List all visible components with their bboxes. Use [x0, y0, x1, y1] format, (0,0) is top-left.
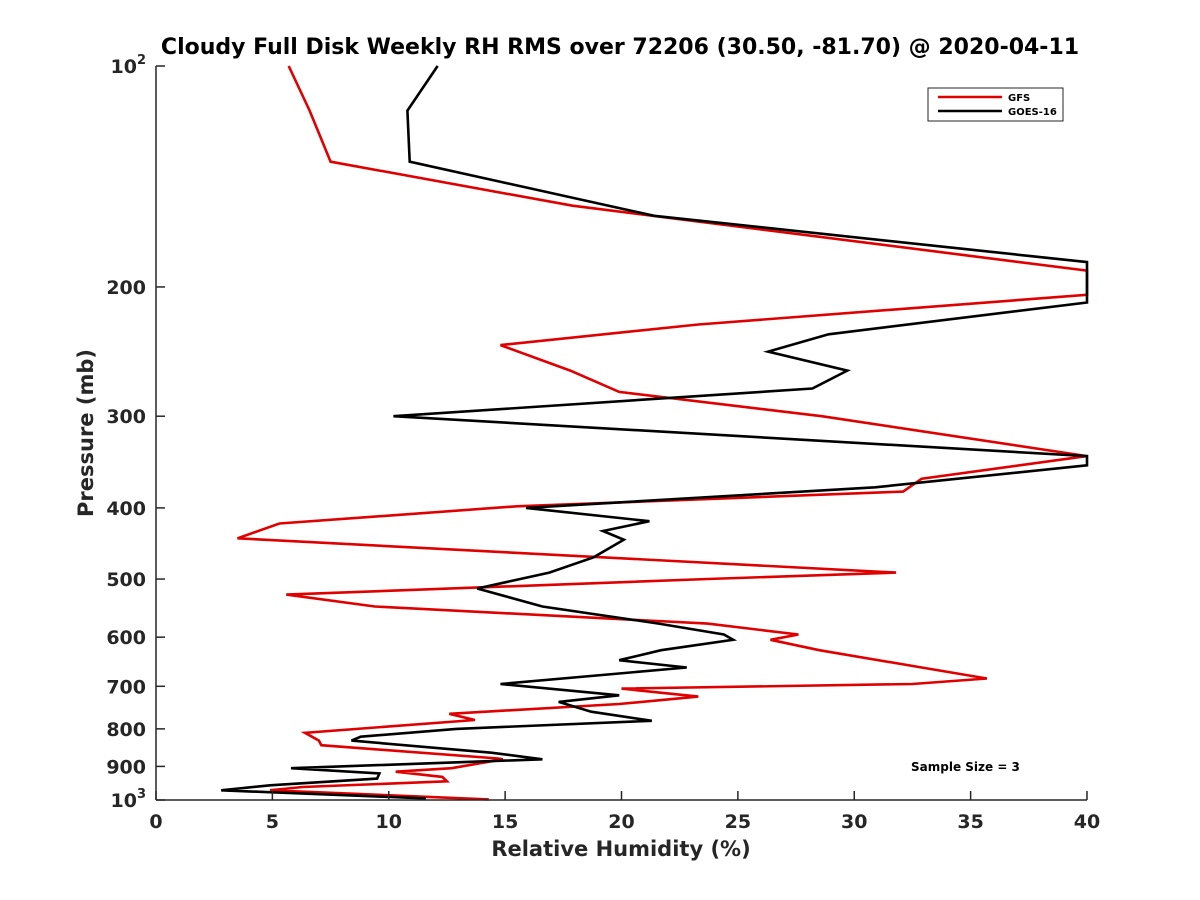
- y-tick-label: 103: [111, 787, 147, 812]
- y-tick-label: 400: [106, 498, 146, 520]
- x-tick-label: 0: [149, 811, 162, 833]
- x-tick-label: 20: [608, 811, 634, 833]
- legend-label-goes16: GOES-16: [1008, 107, 1057, 118]
- x-tick-label: 15: [492, 811, 518, 833]
- y-tick-label: 700: [106, 676, 146, 698]
- y-tick-label-exponent: 3: [137, 787, 146, 802]
- series-line-gfs: [237, 65, 1089, 801]
- y-tick-label: 102: [111, 53, 147, 78]
- x-tick-label: 30: [841, 811, 867, 833]
- x-tick-label: 25: [725, 811, 751, 833]
- y-tick-label: 900: [106, 756, 146, 778]
- x-tick-label: 10: [376, 811, 402, 833]
- y-tick-label: 500: [106, 569, 146, 591]
- y-tick-label-base: 10: [111, 56, 137, 78]
- x-axis-label: Relative Humidity (%): [491, 837, 750, 861]
- x-tick-label: 35: [957, 811, 983, 833]
- legend: GFS GOES-16: [927, 87, 1064, 122]
- legend-label-gfs: GFS: [1008, 93, 1030, 104]
- chart-title: Cloudy Full Disk Weekly RH RMS over 7220…: [161, 35, 1079, 60]
- series-layer: [221, 65, 1089, 801]
- legend-box: [927, 87, 1064, 122]
- sample-size-annotation: Sample Size = 3: [911, 760, 1020, 774]
- y-tick-label: 200: [106, 277, 146, 299]
- x-tick-label: 5: [266, 811, 279, 833]
- x-tick-label: 40: [1074, 811, 1100, 833]
- y-tick-label: 300: [106, 406, 146, 428]
- y-axis-label: Pressure (mb): [74, 349, 98, 517]
- x-ticks: 0 5 10 15 20 25 30 35 40: [149, 791, 1100, 833]
- y-tick-label-exponent: 2: [137, 53, 146, 68]
- y-tick-label-base: 10: [111, 790, 137, 812]
- series-line-goes16: [221, 65, 1089, 800]
- y-tick-label: 600: [106, 627, 146, 649]
- plot-area: 0 5 10 15 20 25 30 35 40 10220030040050060070080…: [106, 53, 1100, 833]
- y-tick-label: 800: [106, 719, 146, 741]
